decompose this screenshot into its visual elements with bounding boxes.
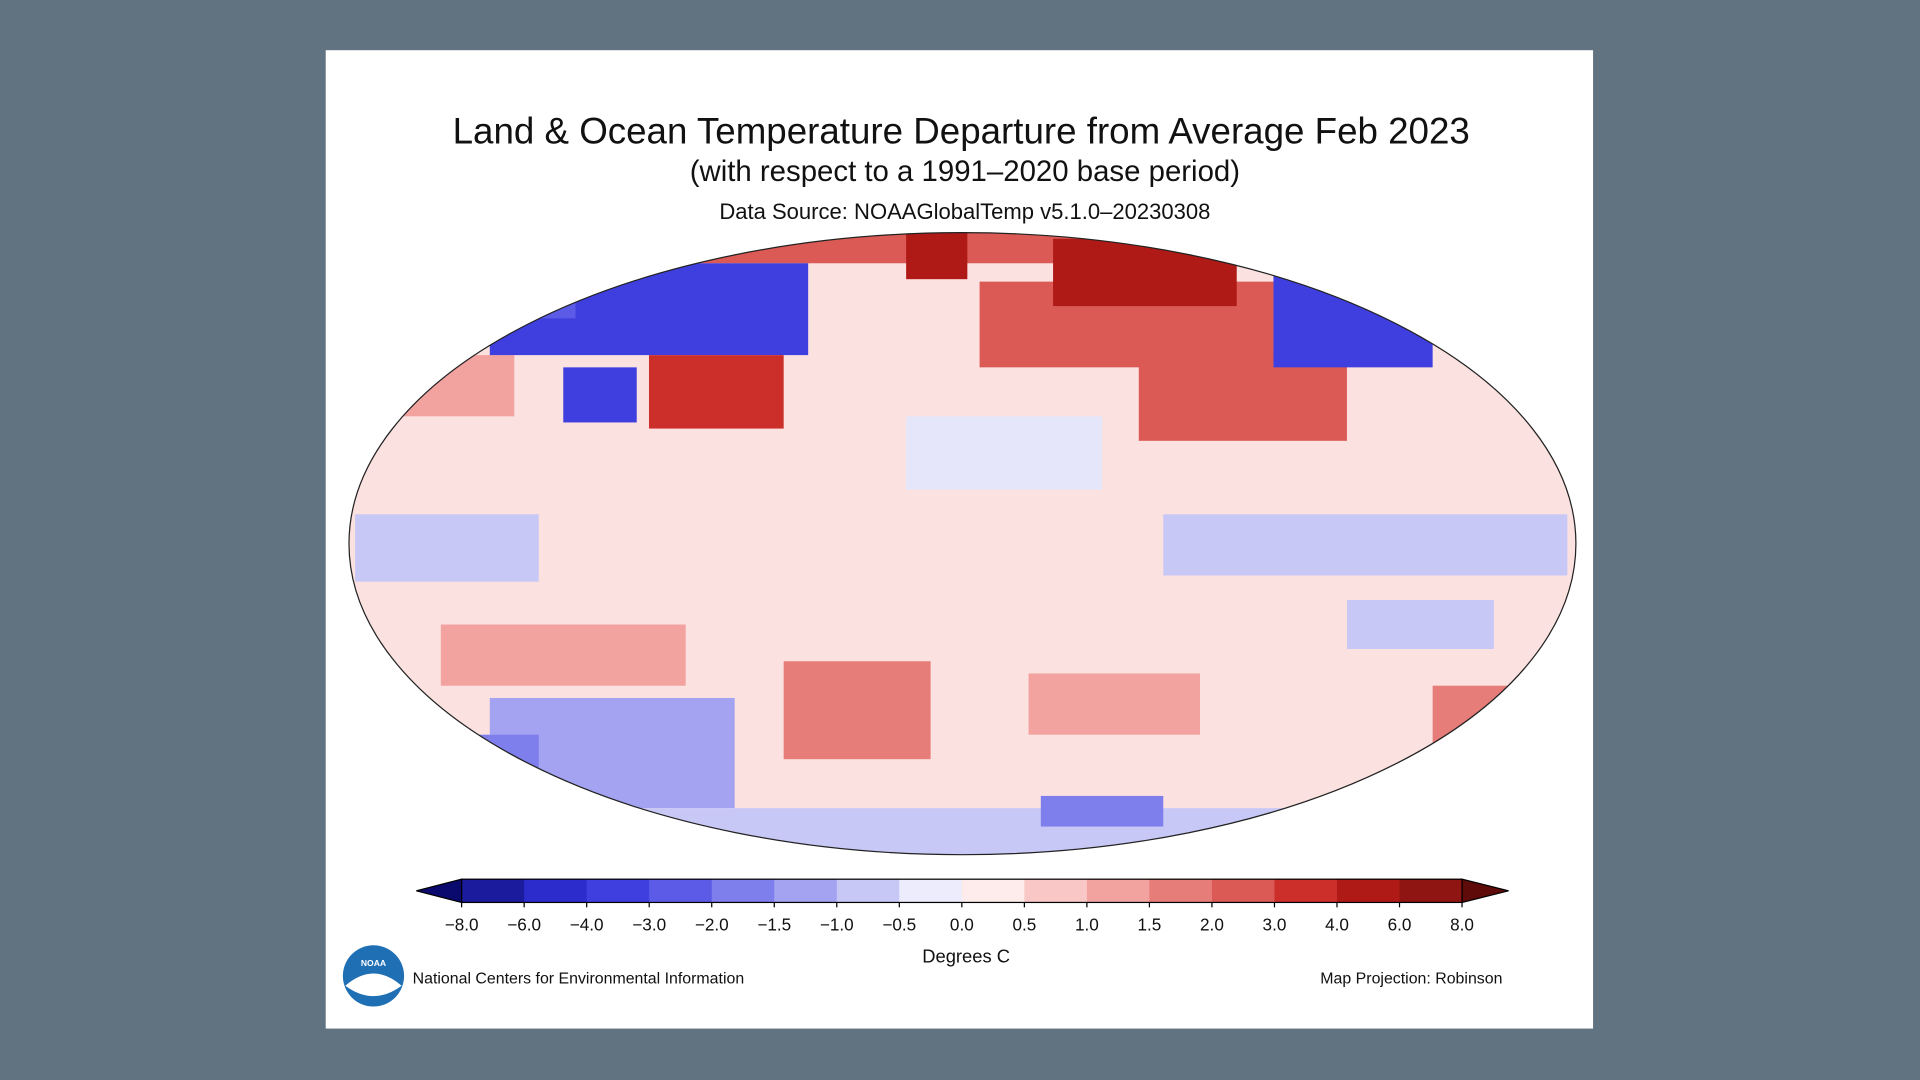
colorbar-tick-label: 8.0 <box>1450 915 1474 935</box>
colorbar-segment <box>586 879 650 903</box>
colorbar-segment <box>1211 879 1276 903</box>
colorbar: −8.0 −6.0 −4.0 −3.0 −2.0 −1.5 −1.0 −0.5 0.0 0.5 1.… <box>416 878 1509 935</box>
colorbar-segment <box>524 879 588 903</box>
colorbar-tick-label: −2.0 <box>695 915 729 935</box>
colorbar-segment <box>1024 879 1088 903</box>
logo-wave <box>345 973 402 997</box>
colorbar-tick-label: −6.0 <box>507 915 541 935</box>
source: Data Source: NOAAGlobalTemp v5.1.0–20230… <box>719 199 1210 224</box>
colorbar-segment <box>1336 879 1401 903</box>
colorbar-segment <box>961 879 1025 903</box>
colorbar-tick-label: 3.0 <box>1263 915 1287 935</box>
colorbar-segment <box>461 879 525 903</box>
colorbar-segment <box>774 879 838 903</box>
colorbar-tick-label: −4.0 <box>570 915 604 935</box>
colorbar-tick-label: 1.5 <box>1138 915 1162 935</box>
colorbar-tick-label: 1.0 <box>1075 915 1099 935</box>
colorbar-segment <box>711 879 775 903</box>
colorbar-segment <box>1086 879 1151 903</box>
colorbar-tick-label: 0.5 <box>1012 915 1036 935</box>
colorbar-segment <box>1274 879 1338 903</box>
title: Land & Ocean Temperature Departure from … <box>453 110 1470 151</box>
map-border <box>348 232 1577 856</box>
colorbar-tick-label: −1.5 <box>757 915 791 935</box>
colorbar-tick-label: −3.0 <box>632 915 666 935</box>
colorbar-tick-label: −0.5 <box>882 915 916 935</box>
colorbar-tick-label: −8.0 <box>445 915 479 935</box>
colorbar-segment <box>1149 879 1213 903</box>
colorbar-tick-label: −1.0 <box>820 915 854 935</box>
footer-left: National Centers for Environmental Infor… <box>413 970 745 987</box>
colorbar-segment <box>899 879 963 903</box>
colorbar-segment <box>649 879 713 903</box>
footer-right: Map Projection: Robinson <box>1320 970 1502 987</box>
colorbar-tick-label: 6.0 <box>1388 915 1412 935</box>
colorbar-tick-label: 0.0 <box>950 915 974 935</box>
colorbar-tick-label: 2.0 <box>1200 915 1224 935</box>
colorbar-segment <box>1399 879 1463 903</box>
subtitle: (with respect to a 1991–2020 base period… <box>690 155 1240 188</box>
colorbar-segment <box>836 879 900 903</box>
colorbar-tick-label: 4.0 <box>1325 915 1349 935</box>
logo-text: NOAA <box>361 958 386 968</box>
colorbar-label: Degrees C <box>922 945 1010 966</box>
